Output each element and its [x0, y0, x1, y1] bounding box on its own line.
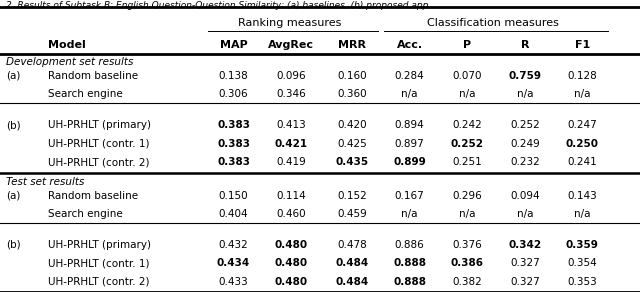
Text: 0.434: 0.434	[217, 258, 250, 268]
Text: AvgRec: AvgRec	[268, 40, 314, 50]
Text: P: P	[463, 40, 471, 50]
Text: MAP: MAP	[220, 40, 248, 50]
Text: 0.152: 0.152	[337, 191, 367, 201]
Text: UH-PRHLT (contr. 2): UH-PRHLT (contr. 2)	[48, 277, 150, 287]
Text: Search engine: Search engine	[48, 89, 123, 99]
Text: 0.306: 0.306	[219, 89, 248, 99]
Text: 0.143: 0.143	[568, 191, 597, 201]
Text: 0.886: 0.886	[395, 240, 424, 250]
Text: 0.284: 0.284	[395, 71, 424, 81]
Text: Acc.: Acc.	[397, 40, 422, 50]
Text: 0.897: 0.897	[395, 139, 424, 149]
Text: 0.096: 0.096	[276, 71, 306, 81]
Text: 0.359: 0.359	[566, 240, 599, 250]
Text: UH-PRHLT (primary): UH-PRHLT (primary)	[48, 240, 151, 250]
Text: 0.070: 0.070	[452, 71, 482, 81]
Text: 0.460: 0.460	[276, 209, 306, 219]
Text: 0.420: 0.420	[337, 120, 367, 130]
Text: 0.249: 0.249	[510, 139, 540, 149]
Text: 0.759: 0.759	[508, 71, 541, 81]
Text: 0.383: 0.383	[217, 120, 250, 130]
Text: 0.327: 0.327	[510, 258, 540, 268]
Text: 0.888: 0.888	[393, 258, 426, 268]
Text: 0.404: 0.404	[219, 209, 248, 219]
Text: 0.353: 0.353	[568, 277, 597, 287]
Text: 0.094: 0.094	[510, 191, 540, 201]
Text: 0.432: 0.432	[219, 240, 248, 250]
Text: 0.167: 0.167	[395, 191, 424, 201]
Text: n/a: n/a	[459, 89, 476, 99]
Text: 0.160: 0.160	[337, 71, 367, 81]
Text: 0.421: 0.421	[275, 139, 308, 149]
Text: UH-PRHLT (contr. 1): UH-PRHLT (contr. 1)	[48, 258, 150, 268]
Text: 0.433: 0.433	[219, 277, 248, 287]
Text: 0.425: 0.425	[337, 139, 367, 149]
Text: Test set results: Test set results	[6, 177, 84, 187]
Text: Ranking measures: Ranking measures	[238, 18, 341, 28]
Text: 0.346: 0.346	[276, 89, 306, 99]
Text: n/a: n/a	[574, 209, 591, 219]
Text: F1: F1	[575, 40, 590, 50]
Text: 0.354: 0.354	[568, 258, 597, 268]
Text: 0.383: 0.383	[217, 157, 250, 167]
Text: (a): (a)	[6, 71, 20, 81]
Text: 0.114: 0.114	[276, 191, 306, 201]
Text: 0.459: 0.459	[337, 209, 367, 219]
Text: 0.894: 0.894	[395, 120, 424, 130]
Text: n/a: n/a	[401, 209, 418, 219]
Text: n/a: n/a	[516, 209, 533, 219]
Text: n/a: n/a	[516, 89, 533, 99]
Text: UH-PRHLT (contr. 1): UH-PRHLT (contr. 1)	[48, 139, 150, 149]
Text: Model: Model	[48, 40, 86, 50]
Text: (b): (b)	[6, 120, 21, 130]
Text: 0.250: 0.250	[566, 139, 599, 149]
Text: 0.480: 0.480	[275, 277, 308, 287]
Text: 0.888: 0.888	[393, 277, 426, 287]
Text: 0.342: 0.342	[508, 240, 541, 250]
Text: 0.435: 0.435	[335, 157, 369, 167]
Text: 0.252: 0.252	[510, 120, 540, 130]
Text: 0.480: 0.480	[275, 258, 308, 268]
Text: 0.376: 0.376	[452, 240, 482, 250]
Text: 0.478: 0.478	[337, 240, 367, 250]
Text: 0.383: 0.383	[217, 139, 250, 149]
Text: Random baseline: Random baseline	[48, 71, 138, 81]
Text: 0.252: 0.252	[451, 139, 484, 149]
Text: 0.241: 0.241	[568, 157, 597, 167]
Text: Development set results: Development set results	[6, 57, 134, 67]
Text: n/a: n/a	[459, 209, 476, 219]
Text: Classification measures: Classification measures	[427, 18, 559, 28]
Text: Search engine: Search engine	[48, 209, 123, 219]
Text: 0.419: 0.419	[276, 157, 306, 167]
Text: 0.232: 0.232	[510, 157, 540, 167]
Text: 0.899: 0.899	[393, 157, 426, 167]
Text: R: R	[520, 40, 529, 50]
Text: 0.150: 0.150	[219, 191, 248, 201]
Text: UH-PRHLT (contr. 2): UH-PRHLT (contr. 2)	[48, 157, 150, 167]
Text: 0.138: 0.138	[219, 71, 248, 81]
Text: 0.382: 0.382	[452, 277, 482, 287]
Text: UH-PRHLT (primary): UH-PRHLT (primary)	[48, 120, 151, 130]
Text: 0.247: 0.247	[568, 120, 597, 130]
Text: 0.296: 0.296	[452, 191, 482, 201]
Text: 0.386: 0.386	[451, 258, 484, 268]
Text: 0.413: 0.413	[276, 120, 306, 130]
Text: 0.480: 0.480	[275, 240, 308, 250]
Text: n/a: n/a	[401, 89, 418, 99]
Text: n/a: n/a	[574, 89, 591, 99]
Text: 2. Results of Subtask B: English Question-Question Similarity; (a) baselines, (b: 2. Results of Subtask B: English Questio…	[6, 1, 429, 11]
Text: (b): (b)	[6, 240, 21, 250]
Text: 0.251: 0.251	[452, 157, 482, 167]
Text: 0.484: 0.484	[335, 258, 369, 268]
Text: 0.484: 0.484	[335, 277, 369, 287]
Text: MRR: MRR	[338, 40, 366, 50]
Text: 0.242: 0.242	[452, 120, 482, 130]
Text: (a): (a)	[6, 191, 20, 201]
Text: Random baseline: Random baseline	[48, 191, 138, 201]
Text: 0.128: 0.128	[568, 71, 597, 81]
Text: 0.327: 0.327	[510, 277, 540, 287]
Text: 0.360: 0.360	[337, 89, 367, 99]
